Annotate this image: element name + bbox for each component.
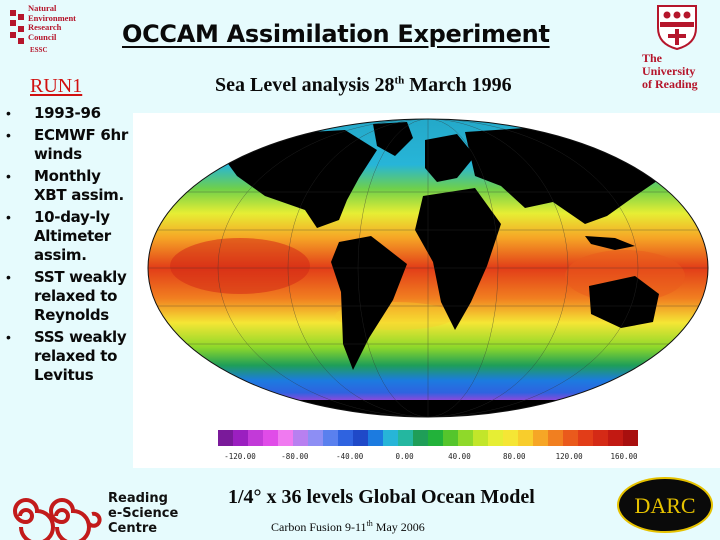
colorbar-tick-label: 0.00 bbox=[395, 452, 414, 461]
colorbar-swatch bbox=[248, 430, 263, 446]
university-shield-icon bbox=[657, 5, 697, 50]
colorbar-tick-label: -120.00 bbox=[224, 452, 256, 461]
colorbar-tick-label: -40.00 bbox=[336, 452, 364, 461]
colorbar-swatch bbox=[278, 430, 293, 446]
colorbar bbox=[218, 430, 638, 446]
colorbar-swatch bbox=[608, 430, 623, 446]
colorbar-swatch bbox=[308, 430, 323, 446]
colorbar-swatch bbox=[503, 430, 518, 446]
nerc-logo-text: Natural Environment Research Council bbox=[28, 3, 77, 42]
colorbar-swatch bbox=[383, 430, 398, 446]
colorbar-swatch bbox=[548, 430, 563, 446]
list-item: • SSS weakly relaxed to Levitus bbox=[6, 328, 127, 384]
colorbar-swatch bbox=[533, 430, 548, 446]
colorbar-swatch bbox=[443, 430, 458, 446]
colorbar-tick-label: 40.00 bbox=[448, 452, 471, 461]
colorbar-swatch bbox=[218, 430, 233, 446]
list-item: • 10-day-ly Altimeter assim. bbox=[6, 208, 111, 264]
colorbar-swatch bbox=[563, 430, 578, 446]
darc-logo-text: DARC bbox=[634, 493, 695, 518]
list-item: • SST weakly relaxed to Reynolds bbox=[6, 268, 127, 324]
colorbar-swatch bbox=[323, 430, 338, 446]
colorbar-swatch bbox=[293, 430, 308, 446]
list-item: • 1993-96 bbox=[6, 104, 101, 122]
colorbar-swatch bbox=[353, 430, 368, 446]
university-logo: The University of Reading bbox=[638, 4, 718, 96]
colorbar-swatch bbox=[473, 430, 488, 446]
darc-logo: DARC bbox=[617, 477, 713, 533]
university-logo-text: The University of Reading bbox=[642, 51, 698, 91]
colorbar-tick-label: 160.00 bbox=[610, 452, 638, 461]
resc-logo-text: Reading e-Science Centre bbox=[108, 491, 179, 536]
colorbar-swatch bbox=[368, 430, 383, 446]
colorbar-swatch bbox=[458, 430, 473, 446]
colorbar-swatch bbox=[263, 430, 278, 446]
colorbar-tick-label: 120.00 bbox=[555, 452, 583, 461]
colorbar-swatch bbox=[488, 430, 503, 446]
colorbar-tick-label: -80.00 bbox=[281, 452, 309, 461]
experiment-settings-list: • 1993-96 • ECMWF 6hr winds • Monthly XBT a… bbox=[6, 104, 130, 388]
nerc-logo: Natural Environment Research Council ESS… bbox=[8, 3, 78, 56]
colorbar-swatch bbox=[623, 430, 638, 446]
colorbar-tick-label: 80.00 bbox=[502, 452, 526, 461]
event-caption: Carbon Fusion 9-11th May 2006 bbox=[271, 519, 425, 534]
colorbar-swatch bbox=[398, 430, 413, 446]
page-title: OCCAM Assimilation Experiment bbox=[122, 20, 550, 48]
list-item: • Monthly XBT assim. bbox=[6, 167, 124, 204]
map-title: Sea Level analysis 28th March 1996 bbox=[215, 74, 512, 96]
run-label: RUN1 bbox=[30, 75, 83, 97]
colorbar-swatch bbox=[518, 430, 533, 446]
colorbar-tick-labels: -120.00 -80.00 -40.00 0.00 40.00 80.00 120.00 1… bbox=[216, 452, 640, 464]
colorbar-swatch bbox=[578, 430, 593, 446]
colorbar-swatch bbox=[593, 430, 608, 446]
resc-spiral-logo-icon bbox=[13, 498, 102, 540]
colorbar-swatch bbox=[413, 430, 428, 446]
list-item: • ECMWF 6hr winds bbox=[6, 126, 129, 163]
colorbar-swatch bbox=[233, 430, 248, 446]
sea-level-map bbox=[147, 118, 709, 418]
colorbar-swatch bbox=[428, 430, 443, 446]
nerc-emblem-icon bbox=[10, 10, 24, 44]
colorbar-swatch bbox=[338, 430, 353, 446]
model-caption: 1/4° x 36 levels Global Ocean Model bbox=[228, 486, 535, 508]
nerc-logo-essc: ESSC bbox=[30, 46, 48, 54]
